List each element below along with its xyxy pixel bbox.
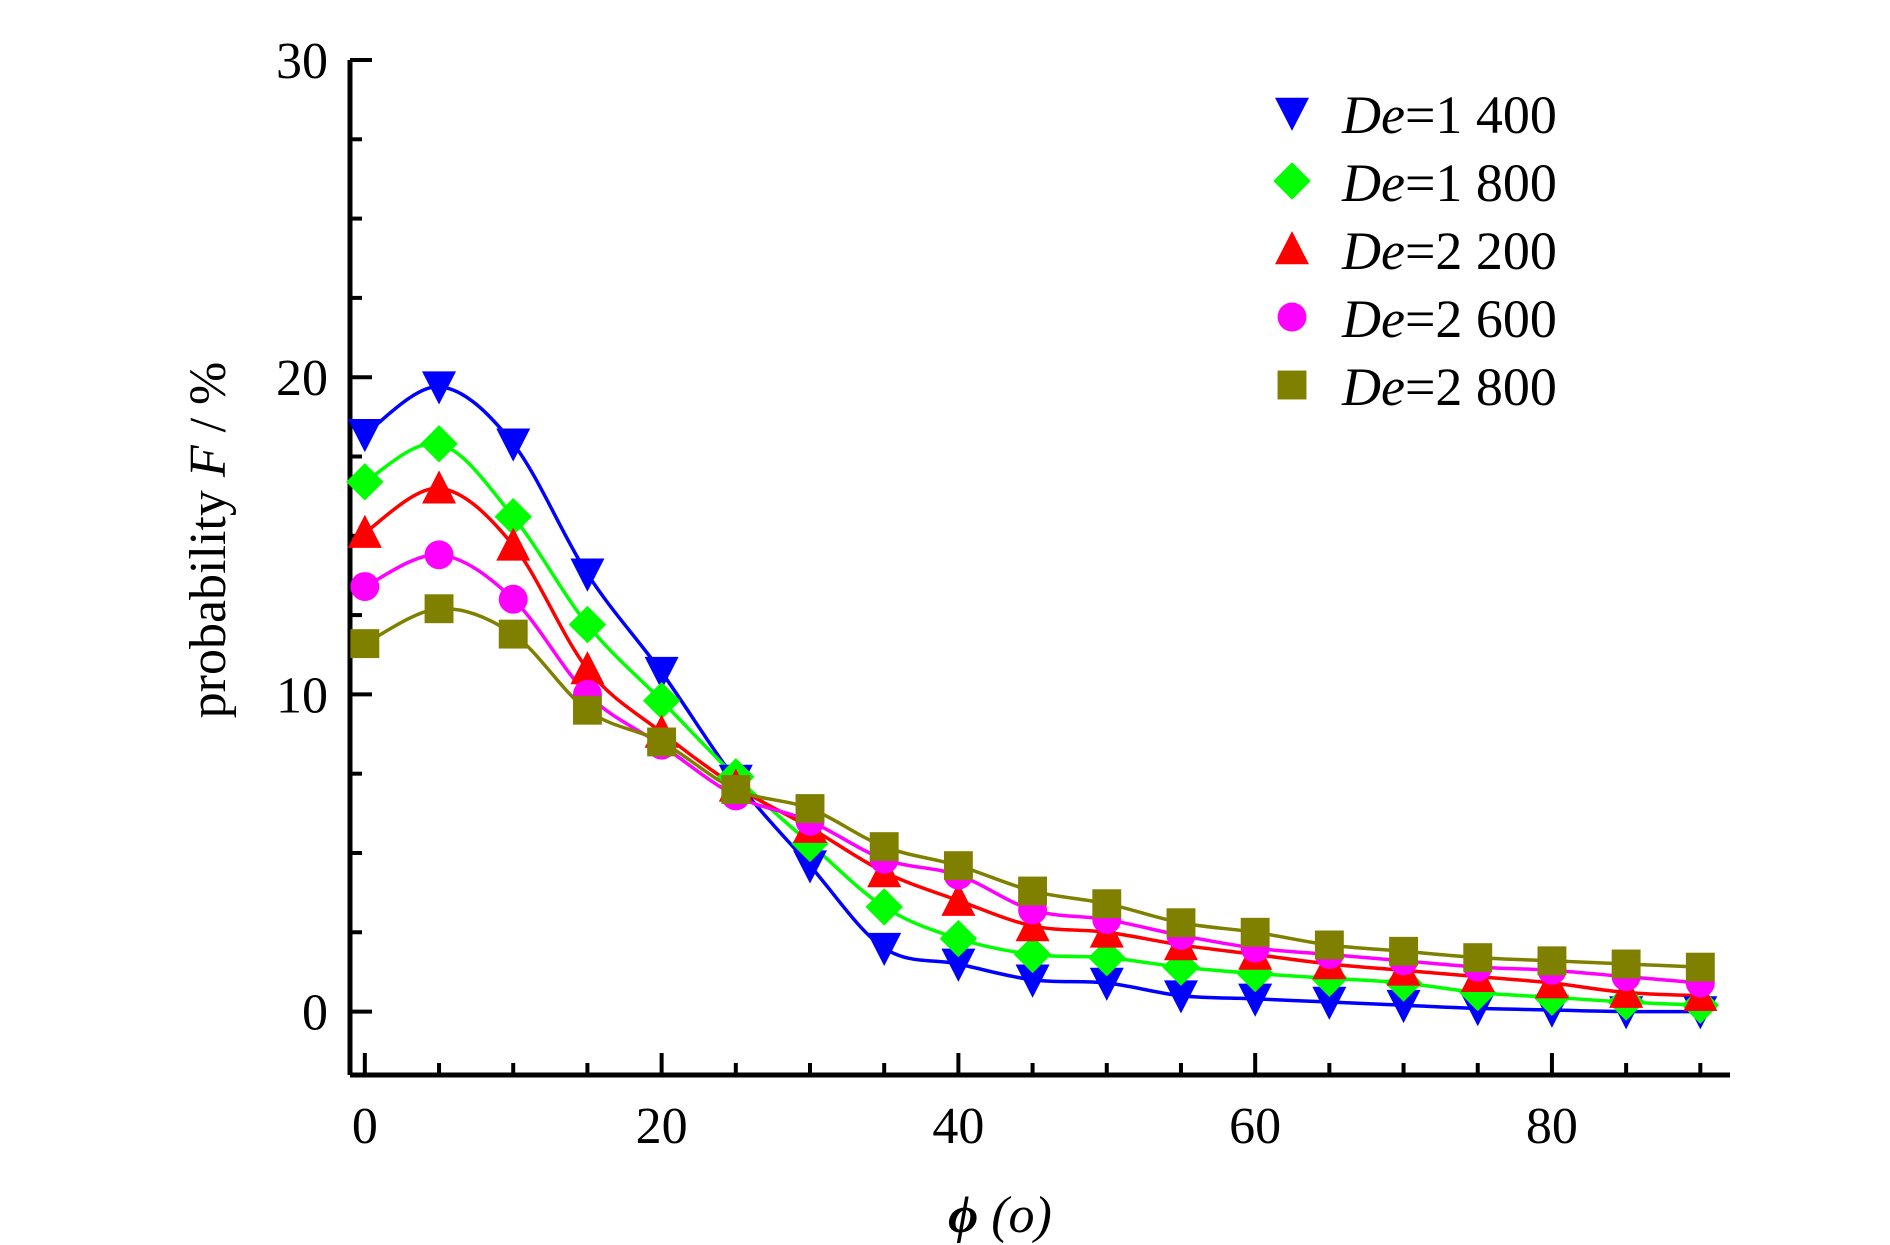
data-point-series-5 [572, 695, 602, 725]
data-point-series-5 [350, 629, 380, 659]
y-tick-label: 30 [276, 33, 328, 90]
data-point-series-1 [867, 932, 902, 966]
data-point-series-1 [1386, 989, 1421, 1024]
x-tick-label: 40 [932, 1098, 984, 1155]
data-point-series-2 [1088, 938, 1126, 977]
series-markers [346, 371, 1720, 1030]
data-point-series-5 [869, 832, 899, 862]
data-point-series-5 [1389, 936, 1418, 966]
legend-marker [1275, 97, 1309, 131]
data-point-series-5 [1092, 889, 1122, 919]
data-point-series-2 [939, 919, 978, 958]
data-point-series-2 [1013, 935, 1052, 974]
legend-label-value: =2 600 [1405, 289, 1557, 349]
legend-label-symbol: De [1341, 221, 1405, 281]
data-point-series-5 [424, 594, 454, 624]
y-axis-title-suffix: / % [180, 362, 237, 446]
data-point-series-3 [347, 514, 382, 548]
data-point-series-4 [498, 584, 528, 614]
y-tick-label: 10 [276, 667, 328, 724]
data-point-series-1 [644, 656, 679, 691]
legend-label-symbol: De [1341, 289, 1405, 349]
data-point-series-3 [422, 470, 457, 504]
data-point-series-1 [422, 371, 457, 405]
legend-label-symbol: De [1341, 85, 1405, 145]
data-point-series-2 [642, 682, 681, 720]
x-tick-label: 60 [1229, 1098, 1281, 1155]
axes: 0 20 40 60 80 0 10 20 30 [276, 33, 1730, 1155]
x-axis-title-symbol: ϕ [948, 1187, 978, 1244]
data-point-series-5 [1240, 917, 1270, 947]
y-axis-title: probability F / % [180, 362, 237, 719]
data-point-series-5 [1463, 943, 1493, 973]
data-point-series-3 [1609, 974, 1644, 1008]
data-point-series-1 [496, 428, 531, 462]
data-point-series-1 [1238, 983, 1273, 1017]
data-point-series-2 [568, 605, 607, 644]
data-point-series-2 [346, 463, 384, 501]
legend-label-symbol: De [1341, 153, 1405, 213]
data-point-series-3 [496, 527, 531, 561]
y-tick-label: 0 [302, 985, 328, 1042]
data-point-series-4 [424, 540, 454, 570]
data-point-series-1 [570, 558, 605, 592]
legend-label: De=2 800 [1341, 357, 1557, 417]
legend-label-symbol: De [1341, 357, 1405, 417]
data-point-series-1 [1312, 986, 1347, 1020]
data-point-series-5 [1018, 876, 1048, 906]
x-axis-title: ϕ (o) [948, 1187, 1052, 1244]
data-point-series-3 [941, 882, 976, 916]
data-point-series-5 [943, 851, 973, 881]
legend-label: De=2 200 [1341, 221, 1557, 281]
data-point-series-5 [1537, 946, 1567, 976]
data-point-series-3 [1015, 908, 1050, 942]
data-point-series-1 [941, 948, 976, 982]
data-point-series-1 [1163, 980, 1198, 1014]
data-point-series-5 [1314, 930, 1344, 960]
data-point-series-2 [494, 498, 532, 536]
legend-label: De=1 800 [1341, 153, 1557, 213]
data-point-series-5 [721, 775, 751, 804]
legend-label-value: =2 800 [1405, 357, 1557, 417]
data-point-series-1 [1089, 967, 1124, 1001]
legend-label-value: =1 400 [1405, 85, 1557, 145]
data-point-series-1 [347, 418, 382, 453]
data-point-series-2 [865, 888, 903, 926]
data-point-series-5 [1611, 949, 1641, 979]
x-axis-title-rest: (o) [978, 1187, 1052, 1244]
legend-label-value: =1 800 [1405, 153, 1557, 213]
x-tick-label: 0 [352, 1098, 378, 1155]
legend-label: De=2 600 [1341, 289, 1557, 349]
data-point-series-5 [795, 794, 825, 824]
y-axis-title-symbol: F [180, 444, 237, 478]
data-point-series-5 [647, 727, 677, 757]
x-tick-label: 80 [1526, 1098, 1578, 1155]
series-line-1 [363, 384, 1701, 1014]
legend-marker [1277, 370, 1307, 400]
x-tick-label: 20 [636, 1098, 688, 1155]
y-tick-label: 20 [276, 350, 328, 407]
data-point-series-4 [350, 572, 380, 601]
legend-marker [1277, 302, 1307, 332]
data-point-series-1 [793, 850, 827, 884]
data-point-series-5 [1685, 952, 1715, 982]
legend-marker [1273, 162, 1311, 200]
legend-marker [1275, 231, 1309, 265]
y-axis-title-prefix: probability [180, 477, 237, 718]
legend-label-value: =2 200 [1405, 221, 1557, 281]
data-point-series-2 [420, 425, 458, 463]
legend-label: De=1 400 [1341, 85, 1557, 145]
data-point-series-1 [1015, 964, 1050, 998]
data-point-series-3 [570, 651, 605, 685]
data-point-series-5 [1166, 908, 1196, 938]
data-point-series-5 [498, 619, 528, 649]
